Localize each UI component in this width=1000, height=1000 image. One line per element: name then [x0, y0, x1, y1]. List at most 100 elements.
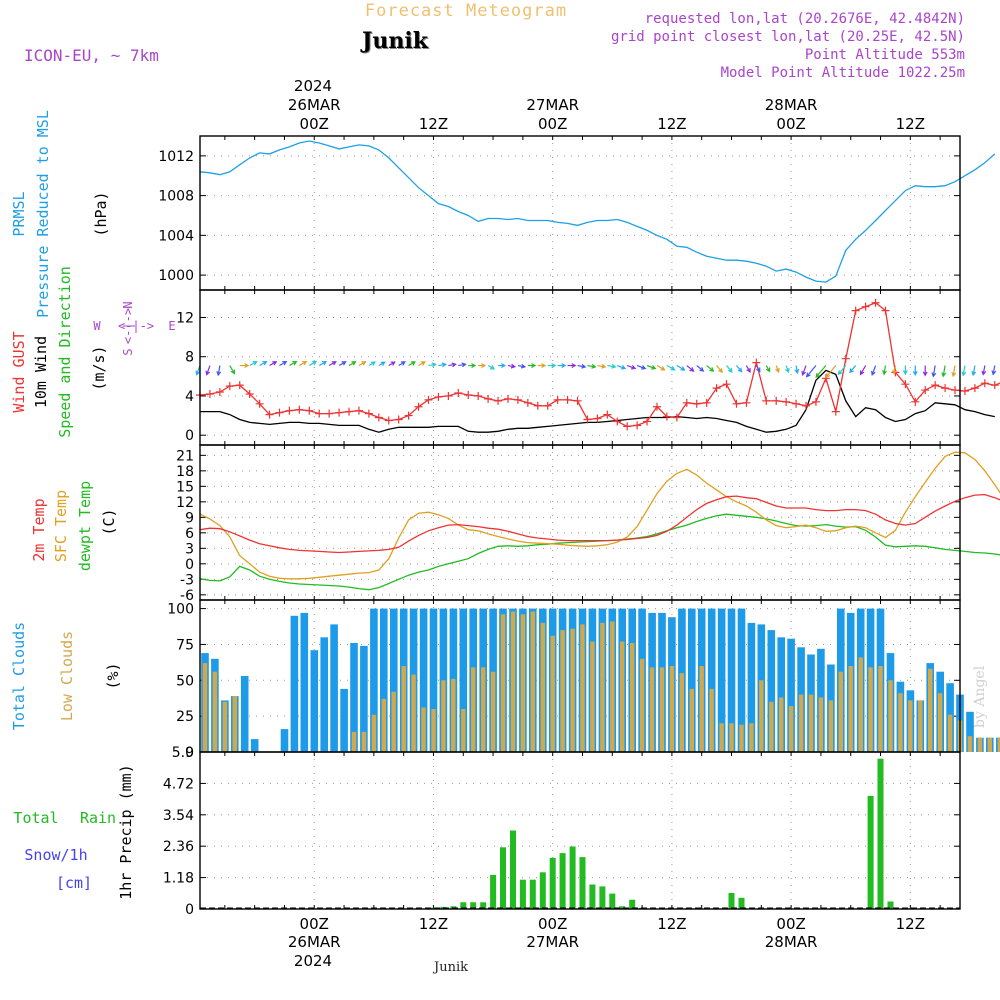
gust-marker [921, 386, 930, 395]
y-tick-label: 8 [185, 350, 194, 366]
wind-arrow [696, 365, 705, 372]
top-hour-label: 00Z [776, 115, 805, 133]
compass-east: E [168, 319, 175, 333]
low-cloud-bar [967, 736, 973, 752]
low-cloud-bar [630, 643, 635, 752]
wind-arrow [686, 365, 695, 372]
wind-arrow [805, 365, 817, 378]
wind-arrow [859, 365, 867, 376]
wind-arrow [736, 365, 743, 373]
bottom-location-label: Junik [432, 960, 468, 975]
rain-bar [490, 874, 497, 909]
wind-arrow [205, 365, 211, 376]
gust-marker [990, 381, 999, 390]
total-cloud-bar [320, 637, 328, 752]
y-tick-label: 0 [185, 557, 194, 573]
rain-bar [589, 884, 596, 909]
gust-marker [225, 382, 234, 391]
y-tick-label: 9 [185, 510, 194, 526]
wind-arrow [794, 365, 800, 375]
bottom-hour-label: 00Z [538, 915, 567, 933]
low-cloud-bar [580, 624, 585, 752]
y-tick-label: 3 [185, 541, 194, 557]
wind-arrow [755, 365, 761, 373]
total-cloud-bar [747, 622, 756, 752]
low-cloud-bar [689, 688, 694, 752]
wind-arrow [706, 365, 715, 372]
total-cloud-bar [380, 608, 388, 752]
bottom-year-label: 2024 [294, 952, 332, 970]
temp2m-label: 2m Temp [30, 498, 48, 561]
gust-marker [941, 384, 950, 393]
rain-bar [609, 893, 616, 909]
low-cloud-bar [759, 680, 764, 752]
bottom-date-label: 28MAR [765, 933, 818, 951]
gust-marker [732, 399, 741, 408]
gust-marker [414, 402, 423, 411]
temp-unit-label: (C) [100, 508, 118, 535]
total-cloud-bar [390, 608, 398, 752]
total-cloud-bar [767, 630, 776, 752]
gust-marker [603, 410, 612, 419]
wind-arrow [971, 365, 977, 377]
compass-rose: N W <-|-> <-|-> E S [93, 301, 175, 355]
bottom-date-label: 26MAR [288, 933, 341, 951]
top-hour-label: 00Z [538, 115, 567, 133]
top-date-label: 28MAR [765, 96, 818, 114]
y-tick-label: 18 [176, 464, 194, 480]
wind-arrow [547, 363, 557, 369]
top-date-label: 26MAR [288, 96, 341, 114]
total-cloud-bar [787, 638, 795, 752]
wind-arrow [269, 361, 278, 367]
gust-marker [374, 413, 383, 422]
wind-arrow [981, 365, 987, 376]
gust-marker [652, 402, 661, 411]
gust-marker [792, 399, 801, 408]
total-clouds-label: Total Clouds [10, 622, 28, 730]
compass-west: W [93, 319, 101, 333]
rain-bar [728, 893, 735, 909]
total-cloud-bar [459, 608, 468, 752]
low-cloud-bar [401, 666, 406, 752]
gust-marker [722, 380, 731, 389]
rain-bar [539, 872, 546, 909]
rain-bar [519, 879, 526, 909]
wind-arrow [299, 360, 308, 367]
wind-arrow [458, 362, 467, 368]
top-hour-label: 12Z [419, 115, 448, 133]
gust-marker [464, 390, 473, 399]
low-cloud-bar [222, 701, 228, 752]
low-clouds-label: Low Clouds [58, 631, 76, 721]
gust-marker [484, 394, 493, 403]
low-cloud-bar [530, 611, 535, 752]
wind10m-label: 10m Wind [32, 336, 50, 408]
temp2m-line [199, 493, 1000, 554]
rain-bar [470, 902, 477, 909]
low-cloud-bar [818, 697, 824, 752]
gust-marker [404, 411, 413, 420]
wind-arrow [801, 365, 807, 376]
y-tick-label: 1000 [158, 268, 194, 284]
rain-bar [579, 857, 586, 909]
rain-bar [887, 901, 894, 909]
wind-arrow [318, 360, 328, 367]
gust-marker [573, 396, 582, 405]
wind-arrow [567, 363, 577, 369]
product-title: Forecast Meteogram [365, 1, 567, 21]
y-tick-label: -3 [180, 572, 194, 588]
gust-marker [474, 391, 483, 400]
wind-arrow [498, 363, 507, 369]
gust-marker [543, 401, 552, 410]
rain-bar [460, 902, 467, 909]
y-tick-label: 2.36 [163, 839, 194, 855]
wind-arrow [597, 363, 607, 369]
panel-frame [199, 751, 961, 910]
total-cloud-bar [370, 608, 378, 752]
bottom-hour-label: 12Z [419, 915, 448, 933]
gust-marker [831, 407, 840, 416]
y-tick-label: 100 [167, 602, 194, 618]
low-cloud-bar [441, 680, 446, 752]
low-cloud-bar [490, 671, 496, 752]
top-date-label: 27MAR [526, 96, 579, 114]
bottom-date-label: 27MAR [526, 933, 579, 951]
